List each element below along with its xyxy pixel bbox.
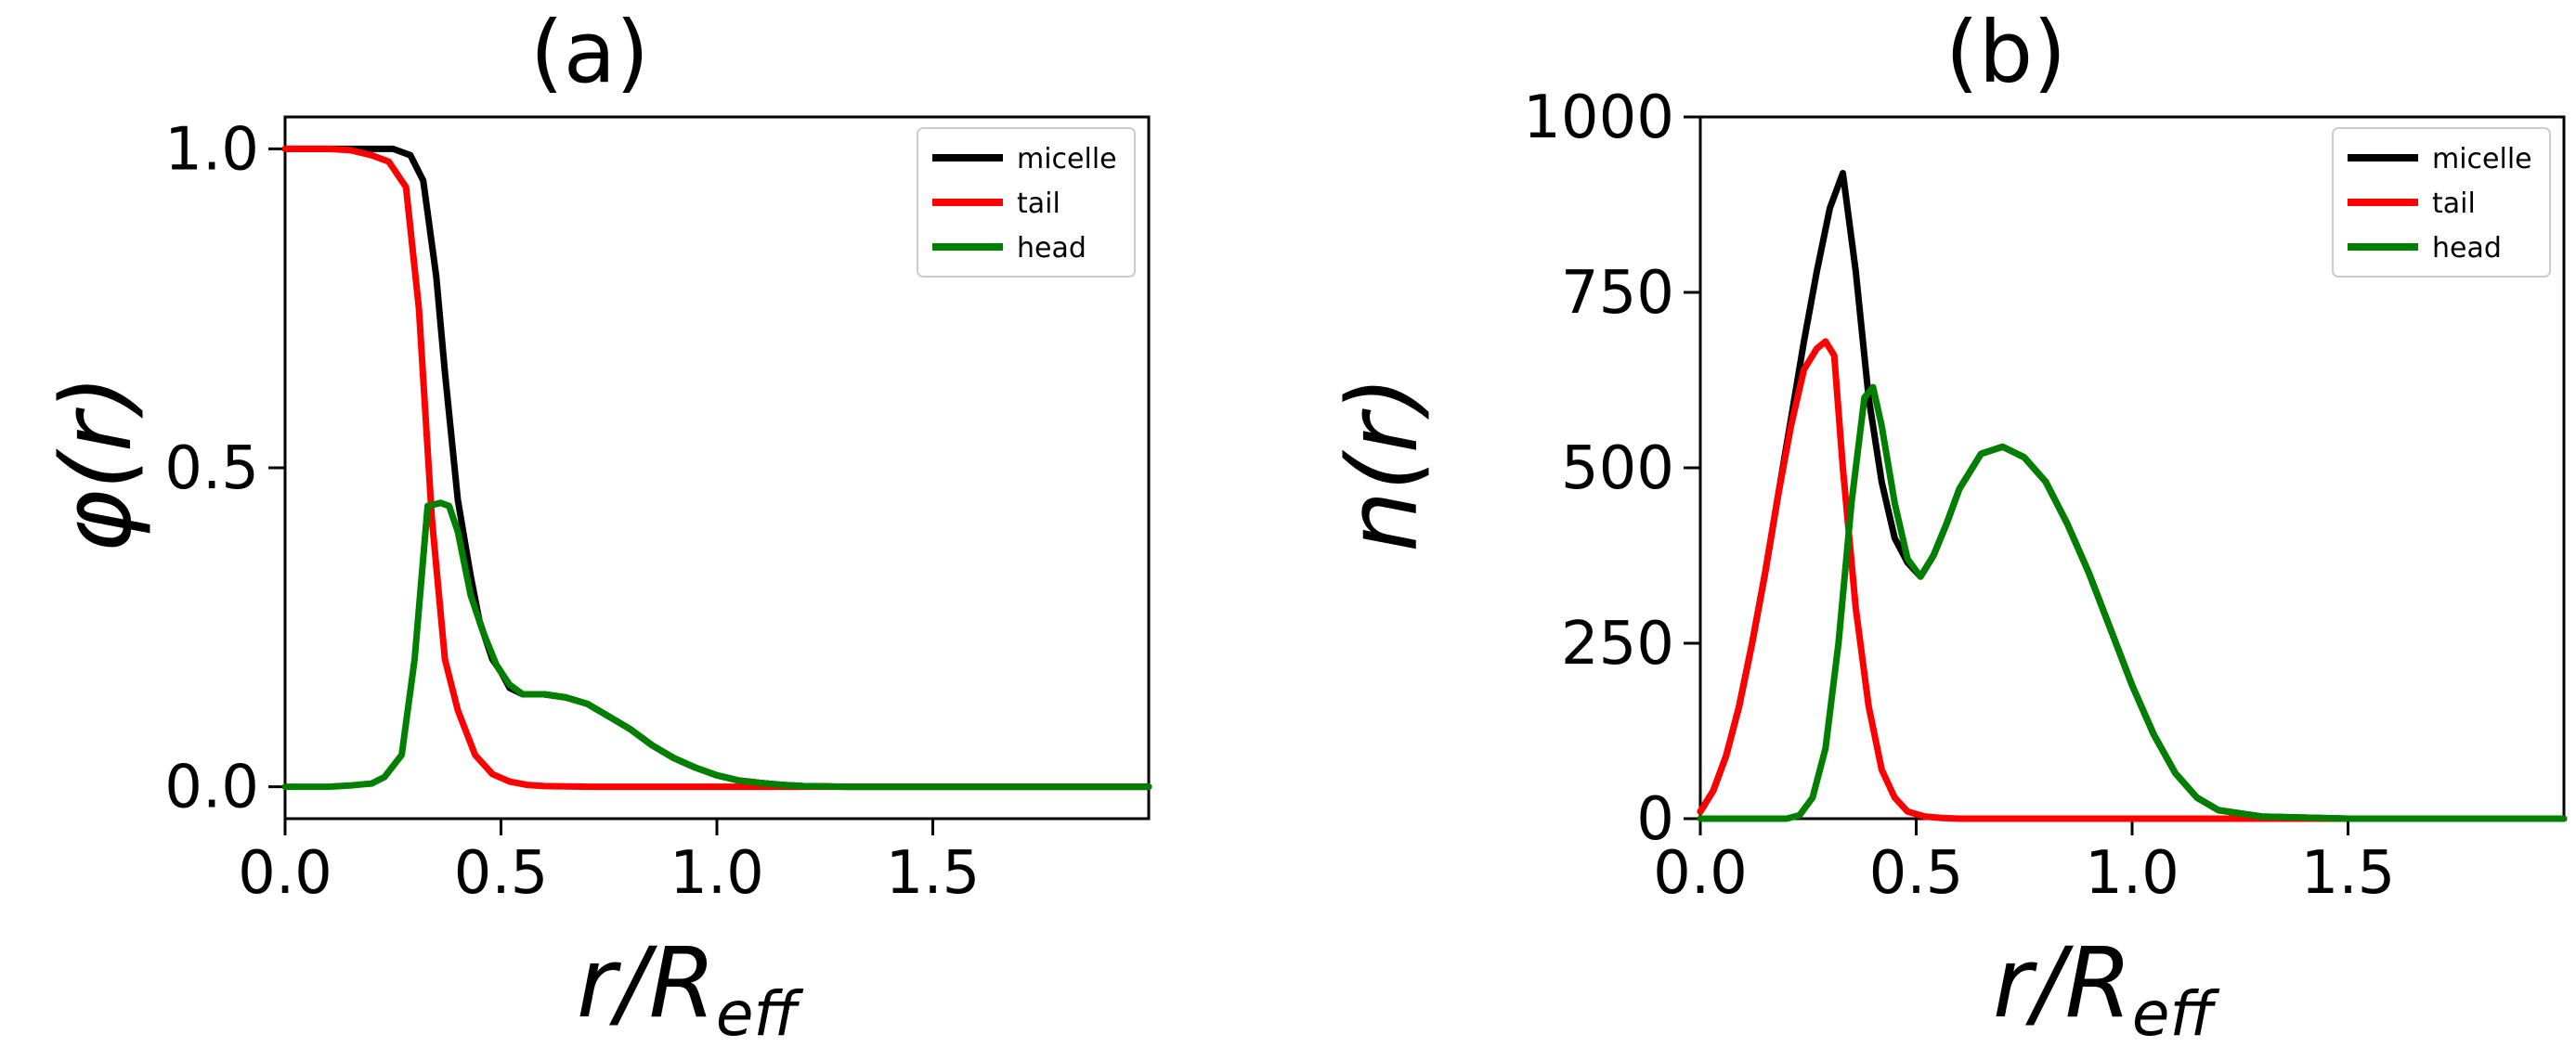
panel-b-x-axis: 0.0 0.5 1.0 1.5	[1653, 819, 2395, 908]
panel-a-legend: micelle tail head	[917, 127, 1136, 278]
panel-a-xlabel: r/Reff	[577, 926, 804, 1047]
panel-a-title: (a)	[530, 3, 649, 102]
panel-b-legend-box	[2332, 127, 2551, 278]
panel-a-legend-tail: tail	[1017, 187, 1060, 220]
panel-b: (b) 0.0 0.5 1.0 1.5 0 250 500 750 1000 n(r) r/R…	[1326, 3, 2568, 1047]
y-tick-label: 0.5	[164, 434, 259, 503]
panel-a-x-axis: 0.0 0.5 1.0 1.5	[238, 819, 980, 908]
y-tick-label: 1000	[1523, 84, 1674, 152]
panel-b-legend: micelle tail head	[2332, 127, 2551, 278]
y-tick-label: 0.0	[164, 754, 259, 822]
panel-a-legend-box	[917, 127, 1136, 278]
panel-a-legend-head: head	[1017, 232, 1086, 265]
y-tick-label: 250	[1561, 610, 1674, 679]
panel-b-y-axis: 0 250 500 750 1000	[1523, 84, 1700, 854]
panel-b-lines	[1697, 170, 2568, 822]
x-tick-label: 1.0	[670, 839, 764, 908]
panel-b-legend-head: head	[2432, 232, 2502, 265]
x-tick-label: 1.5	[2301, 839, 2396, 908]
x-tick-label: 0.5	[454, 839, 549, 908]
y-tick-label: 0	[1636, 785, 1674, 854]
series-line-tail	[1697, 338, 2568, 822]
y-tick-label: 1.0	[164, 115, 259, 184]
x-tick-label: 0.0	[1653, 839, 1748, 908]
series-line-head	[1697, 383, 2568, 822]
x-tick-label: 1.0	[2085, 839, 2179, 908]
x-tick-label: 0.0	[238, 839, 332, 908]
y-tick-label: 750	[1561, 259, 1674, 328]
panel-a-ylabel: φ(r)	[40, 375, 153, 554]
panel-a-legend-micelle: micelle	[1017, 143, 1117, 175]
panel-b-legend-tail: tail	[2432, 187, 2476, 220]
series-line-tail	[281, 145, 1152, 791]
panel-a-lines	[281, 145, 1152, 791]
x-tick-label: 0.5	[1869, 839, 1964, 908]
panel-b-title: (b)	[1945, 3, 2066, 102]
panel-b-ylabel: n(r)	[1326, 376, 1439, 552]
panel-a-y-axis: 0.0 0.5 1.0	[164, 115, 285, 822]
panel-b-xlabel: r/Reff	[1993, 926, 2220, 1047]
y-tick-label: 500	[1561, 434, 1674, 503]
x-tick-label: 1.5	[886, 839, 981, 908]
panel-a: (a) 0.0 0.5 1.0 1.5 0.0 0.5 1.0 φ(r) r/Reff m…	[40, 3, 1152, 1047]
panel-b-legend-micelle: micelle	[2432, 143, 2532, 175]
series-line-head	[281, 499, 1152, 791]
